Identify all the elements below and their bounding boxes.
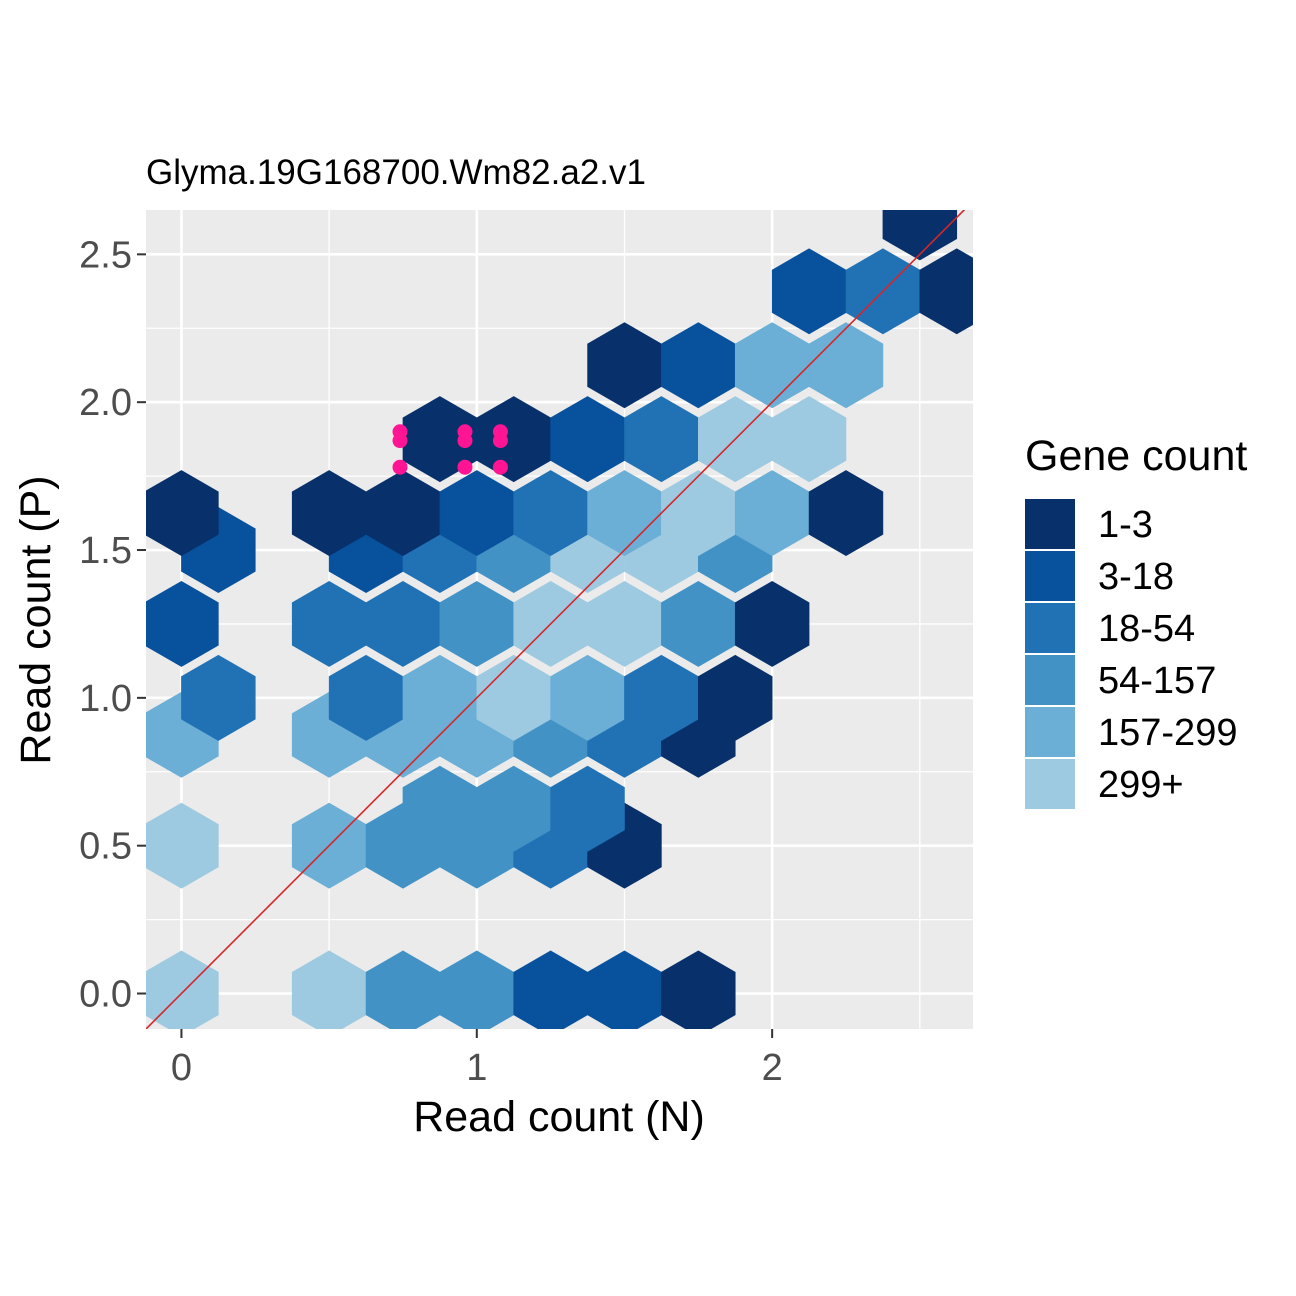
legend-label: 3-18 xyxy=(1098,556,1174,598)
hex-bin xyxy=(146,470,219,557)
x-tick-label: 0 xyxy=(171,1047,192,1089)
legend-key xyxy=(1025,499,1075,549)
hex-bin xyxy=(181,654,256,741)
highlight-point xyxy=(457,433,473,449)
highlight-point xyxy=(392,433,408,449)
hex-bin xyxy=(808,470,884,557)
legend-label: 299+ xyxy=(1098,764,1184,806)
y-tick-label: 1.5 xyxy=(79,530,132,572)
legend-key xyxy=(1025,551,1075,601)
legend-label: 1-3 xyxy=(1098,504,1153,546)
y-tick-label: 2.0 xyxy=(79,382,132,424)
legend: Gene count 1-3 3-18 18-54 54-157 157-299 299+ xyxy=(1025,432,1247,809)
x-tick-label: 1 xyxy=(466,1047,487,1089)
highlight-point xyxy=(457,459,473,475)
y-axis-title: Read count (P) xyxy=(12,475,60,764)
legend-key xyxy=(1025,603,1075,653)
axes: 0 1 2 0.0 0.5 1.0 1.5 2.0 2.5 xyxy=(79,234,783,1089)
hex-bin xyxy=(698,654,773,741)
legend-label: 157-299 xyxy=(1098,712,1237,754)
hex-bin xyxy=(882,210,958,261)
legend-key xyxy=(1025,655,1075,705)
y-tick-label: 1.0 xyxy=(79,678,132,720)
hex-bin xyxy=(808,322,884,409)
hex-bin xyxy=(919,248,973,335)
highlight-points xyxy=(392,424,508,475)
highlight-point xyxy=(492,459,508,475)
hex-bin xyxy=(146,950,219,1029)
x-axis-title: Read count (N) xyxy=(413,1093,705,1141)
y-tick-label: 0.0 xyxy=(79,974,132,1016)
x-tick-label: 2 xyxy=(762,1047,783,1089)
hex-bin xyxy=(661,950,736,1029)
legend-key xyxy=(1025,759,1075,809)
legend-label: 18-54 xyxy=(1098,608,1195,650)
hex-bin xyxy=(734,580,810,667)
legend-label: 54-157 xyxy=(1098,660,1216,702)
chart-title: Glyma.19G168700.Wm82.a2.v1 xyxy=(146,153,646,192)
reference-line xyxy=(146,210,966,1029)
hex-bin xyxy=(146,802,219,889)
hex-bin xyxy=(146,580,219,667)
legend-key xyxy=(1025,707,1075,757)
y-tick-label: 0.5 xyxy=(79,826,132,868)
hex-bin xyxy=(771,396,847,483)
reference-line-group xyxy=(146,210,966,1029)
hex-bin xyxy=(550,765,625,852)
highlight-point xyxy=(392,459,408,475)
highlight-point xyxy=(492,433,508,449)
hex-bins xyxy=(146,210,973,1029)
legend-title: Gene count xyxy=(1025,432,1247,480)
y-tick-label: 2.5 xyxy=(79,234,132,276)
